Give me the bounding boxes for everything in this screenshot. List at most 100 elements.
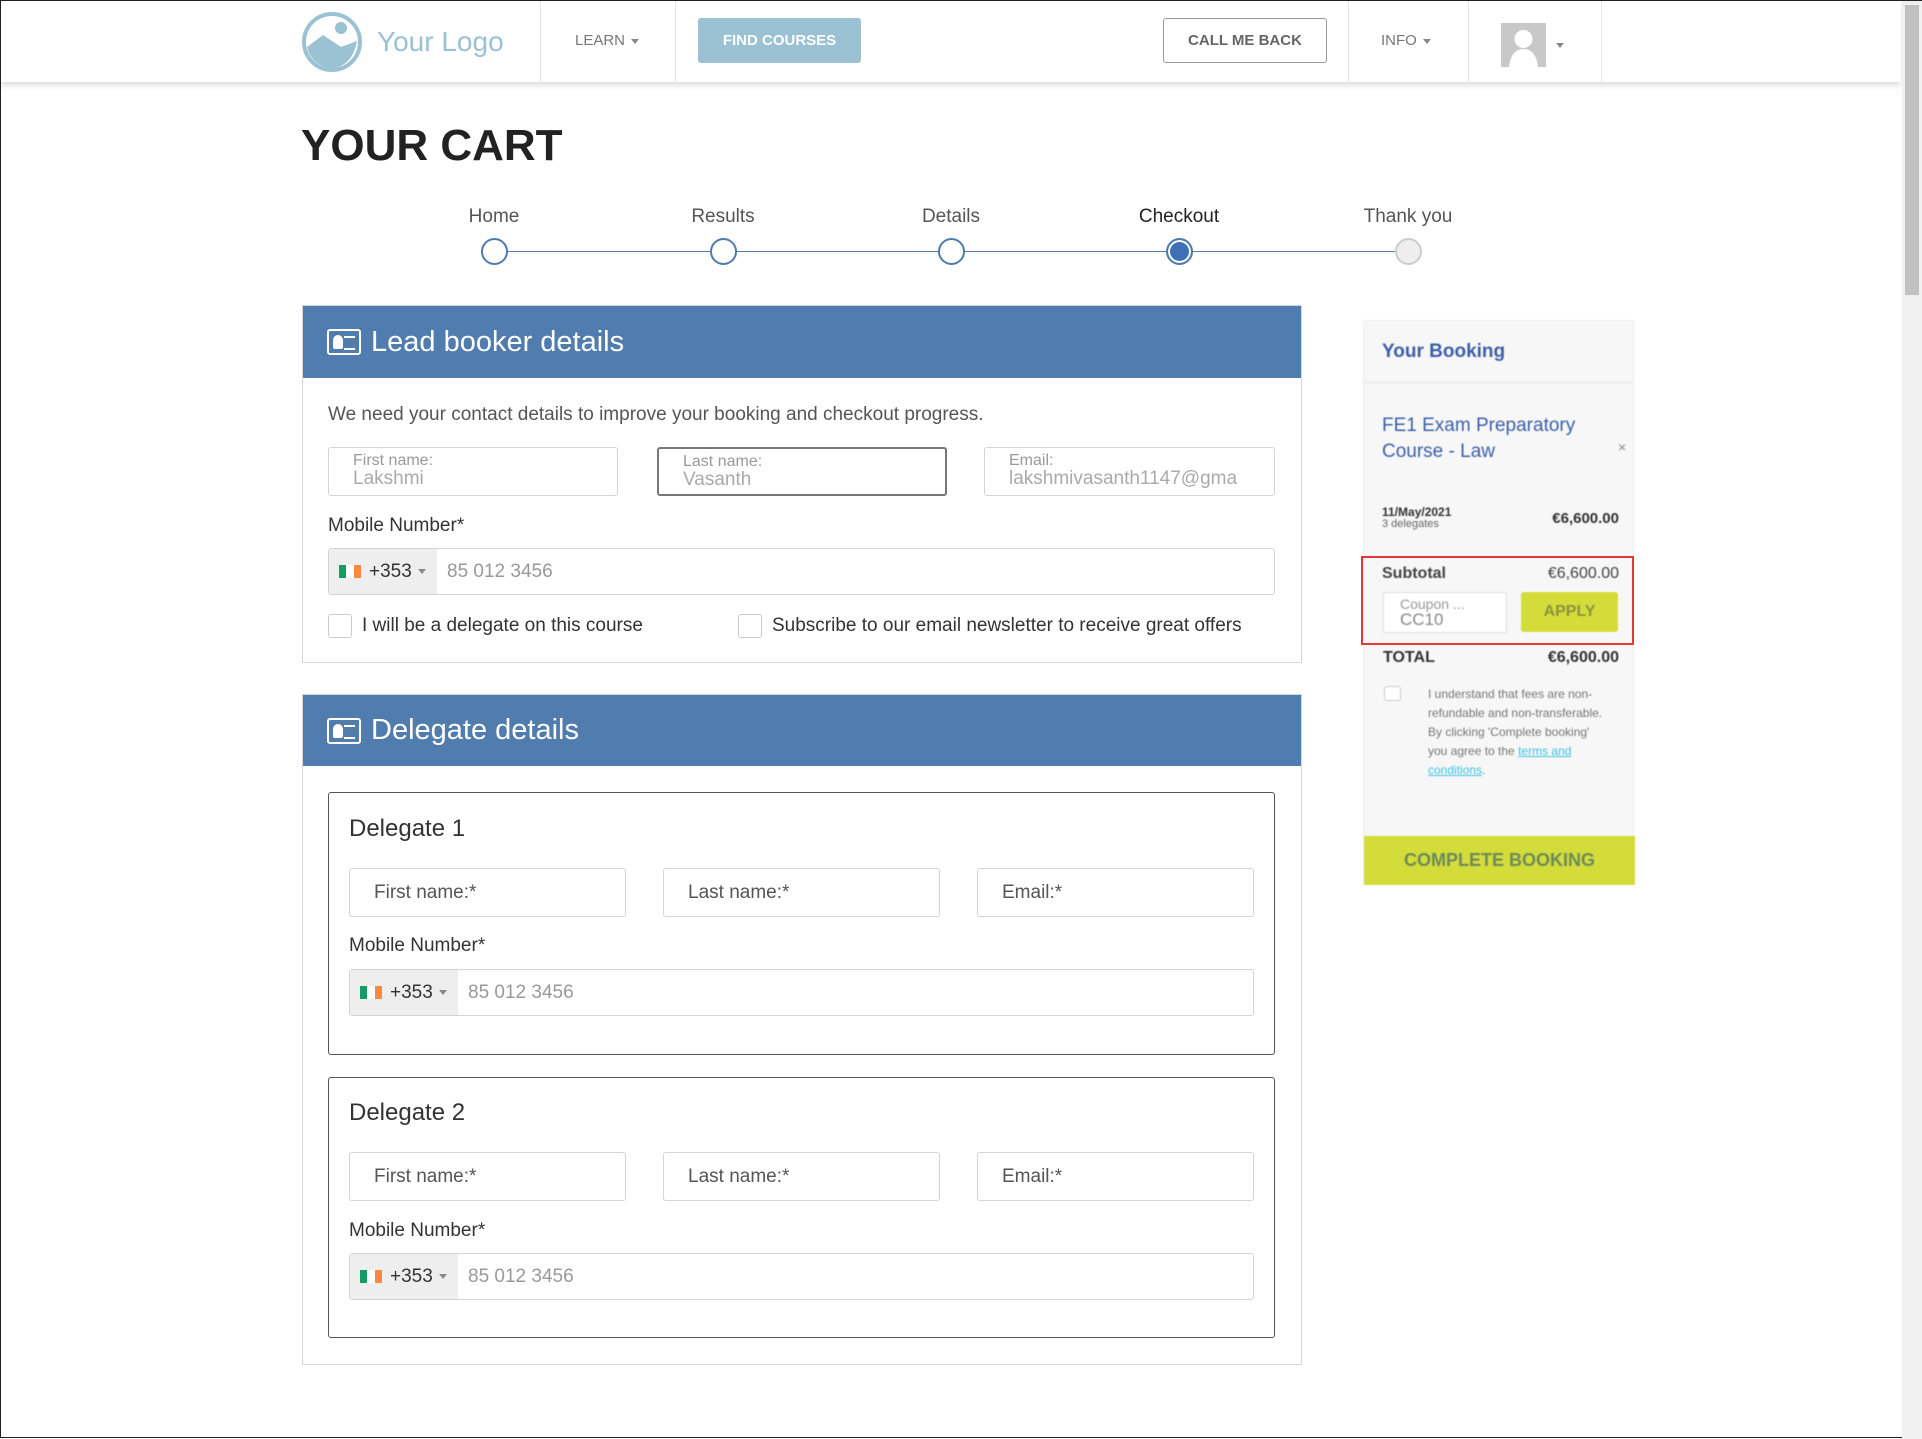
step-checkout-dot	[1166, 238, 1193, 265]
delegate-1-title: Delegate 1	[349, 815, 466, 842]
terms-text: I understand that fees are non-refundabl…	[1428, 685, 1603, 780]
call-me-back-button[interactable]: CALL ME BACK	[1163, 18, 1327, 63]
scrollbar[interactable]	[1902, 1, 1922, 1439]
coupon-input[interactable]: Coupon ... CC10	[1383, 592, 1507, 633]
delegate-checkbox-row[interactable]: I will be a delegate on this course	[328, 614, 643, 638]
ireland-flag-icon	[360, 1270, 382, 1283]
id-card-icon	[327, 717, 361, 744]
delegate-1-last-name-input[interactable]: Last name:*	[663, 868, 940, 917]
newsletter-checkbox-label: Subscribe to our email newsletter to rec…	[772, 615, 1242, 636]
total-label: TOTAL	[1383, 649, 1435, 666]
delegate-2-first-name-input[interactable]: First name:*	[349, 1152, 626, 1201]
lead-intro: We need your contact details to improve …	[328, 404, 984, 425]
page-title: YOUR CART	[301, 121, 563, 170]
delegate-2-last-name-input[interactable]: Last name:*	[663, 1152, 940, 1201]
user-menu[interactable]	[1501, 23, 1564, 67]
top-nav: Your Logo LEARN FIND COURSES CALL ME BAC…	[1, 1, 1901, 82]
terms-link[interactable]: terms and conditions	[1428, 744, 1572, 777]
nav-info-label: INFO	[1381, 32, 1417, 49]
first-name-value: Lakshmi	[353, 468, 424, 489]
terms-line: I understand that fees are non-refundabl…	[1428, 687, 1603, 720]
delegate-checkbox-label: I will be a delegate on this course	[362, 615, 643, 636]
lead-booker-header: Lead booker details	[303, 306, 1301, 378]
remove-course-icon[interactable]: ×	[1618, 439, 1627, 455]
logo-icon	[302, 12, 362, 72]
country-code: +353	[369, 560, 412, 582]
newsletter-checkbox[interactable]	[738, 614, 762, 638]
booking-summary: Your Booking FE1 Exam Preparatory Course…	[1363, 320, 1635, 885]
delegate-1-mobile-label: Mobile Number*	[349, 935, 486, 956]
ireland-flag-icon	[360, 986, 382, 999]
booking-header: Your Booking	[1364, 321, 1633, 383]
find-courses-button[interactable]: FIND COURSES	[698, 18, 861, 63]
apply-coupon-button[interactable]: APPLY	[1521, 592, 1618, 632]
lead-mobile-label: Mobile Number*	[328, 515, 465, 536]
coupon-value: CC10	[1400, 610, 1444, 629]
nav-learn[interactable]: LEARN	[575, 32, 640, 49]
caret-down-icon	[1556, 42, 1564, 48]
country-code-select[interactable]: +353	[350, 970, 458, 1015]
caret-down-icon	[1422, 38, 1431, 44]
delegate-2-mobile-input[interactable]: +353 85 012 3456	[349, 1253, 1254, 1300]
country-code: +353	[390, 1265, 433, 1287]
step-home-dot[interactable]	[481, 238, 508, 265]
divider	[1348, 1, 1349, 82]
subtotal-label: Subtotal	[1382, 565, 1446, 582]
phone-placeholder: 85 012 3456	[468, 1265, 574, 1287]
step-details-label: Details	[921, 206, 981, 227]
nav-info[interactable]: INFO	[1381, 32, 1431, 49]
phone-placeholder: 85 012 3456	[468, 981, 574, 1003]
complete-booking-button[interactable]: COMPLETE BOOKING	[1364, 836, 1635, 885]
lead-email-input[interactable]: Email: lakshmivasanth1147@gma	[984, 447, 1275, 496]
course-name[interactable]: FE1 Exam Preparatory Course - Law	[1382, 415, 1576, 462]
caret-down-icon	[417, 569, 426, 574]
delegate-title: Delegate details	[371, 714, 579, 746]
step-thankyou-dot	[1395, 238, 1422, 265]
lead-booker-title: Lead booker details	[371, 325, 625, 358]
delegate-header: Delegate details	[303, 695, 1301, 766]
delegate-checkbox[interactable]	[328, 614, 352, 638]
delegate-1-mobile-input[interactable]: +353 85 012 3456	[349, 969, 1254, 1016]
coupon-highlight	[1361, 556, 1634, 645]
caret-down-icon	[438, 990, 447, 995]
lead-mobile-input[interactable]: +353 85 012 3456	[328, 548, 1275, 595]
step-details-dot[interactable]	[938, 238, 965, 265]
lead-last-name-input[interactable]: Last name: Vasanth	[657, 447, 947, 496]
terms-checkbox[interactable]	[1384, 686, 1401, 701]
step-thankyou-label: Thank you	[1363, 206, 1453, 227]
caret-down-icon	[631, 38, 640, 44]
ireland-flag-icon	[339, 565, 361, 578]
country-code-select[interactable]: +353	[350, 1254, 458, 1299]
country-code-select[interactable]: +353	[329, 549, 437, 594]
email-value: lakshmivasanth1147@gma	[1009, 468, 1238, 489]
country-code: +353	[390, 981, 433, 1003]
divider	[675, 1, 676, 82]
avatar-icon	[1501, 23, 1546, 67]
newsletter-checkbox-row[interactable]: Subscribe to our email newsletter to rec…	[738, 614, 1242, 638]
course-delegates: 3 delegates	[1382, 518, 1439, 530]
scrollbar-thumb[interactable]	[1905, 5, 1919, 295]
divider	[1601, 1, 1602, 82]
delegate-1-first-name-input[interactable]: First name:*	[349, 868, 626, 917]
email-label: Email:	[1009, 452, 1054, 469]
coupon-label: Coupon ...	[1400, 596, 1465, 612]
delegate-2-title: Delegate 2	[349, 1099, 466, 1126]
course-date: 11/May/2021	[1382, 505, 1452, 519]
delegate-2-email-input[interactable]: Email:*	[977, 1152, 1254, 1201]
terms-line: By clicking 'Complete booking'	[1428, 725, 1590, 739]
last-name-label: Last name:	[683, 453, 763, 470]
nav-learn-label: LEARN	[575, 32, 626, 49]
step-checkout-label: Checkout	[1138, 206, 1220, 227]
logo[interactable]: Your Logo	[301, 11, 504, 73]
delegate-1-email-input[interactable]: Email:*	[977, 868, 1254, 917]
divider	[540, 1, 541, 82]
step-results-dot[interactable]	[710, 238, 737, 265]
first-name-label: First name:	[353, 452, 434, 469]
subtotal-value: €6,600.00	[1547, 565, 1619, 582]
logo-text: Your Logo	[377, 26, 504, 57]
phone-placeholder: 85 012 3456	[447, 560, 553, 582]
caret-down-icon	[438, 1274, 447, 1279]
step-home-label: Home	[468, 206, 520, 227]
lead-first-name-input[interactable]: First name: Lakshmi	[328, 447, 618, 496]
terms-end: .	[1482, 763, 1486, 777]
